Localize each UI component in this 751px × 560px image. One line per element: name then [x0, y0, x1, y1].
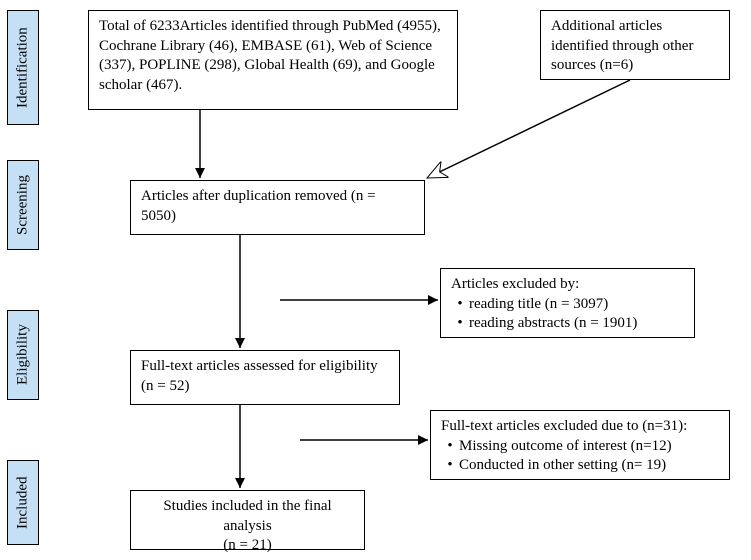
stage-included: Included [7, 460, 39, 545]
box-final: Studies included in the final analysis (… [130, 490, 365, 550]
box-final-text: Studies included in the final analysis (… [163, 498, 331, 553]
box-sources-text: Total of 6233Articles identified through… [99, 18, 441, 93]
stage-screening-text: Screening [15, 175, 32, 235]
box-excluded2: Full-text articles excluded due to (n=31… [430, 410, 730, 480]
stage-eligibility-text: Eligibility [15, 325, 32, 386]
stage-screening: Screening [7, 160, 39, 250]
box-fulltext-text: Full-text articles assessed for eligibil… [141, 358, 378, 394]
box-excluded2-list: Missing outcome of interest (n=12) Condu… [441, 437, 719, 476]
box-excluded1-item: reading title (n = 3097) [451, 295, 684, 315]
box-excluded2-item: Conducted in other setting (n= 19) [441, 456, 719, 476]
stage-identification-text: Identification [15, 27, 32, 108]
stage-identification: Identification [7, 10, 39, 125]
box-sources: Total of 6233Articles identified through… [88, 10, 458, 110]
box-excluded1-list: reading title (n = 3097) reading abstrac… [451, 295, 684, 334]
box-excluded2-item: Missing outcome of interest (n=12) [441, 437, 719, 457]
box-fulltext: Full-text articles assessed for eligibil… [130, 350, 400, 405]
stage-eligibility: Eligibility [7, 310, 39, 400]
box-additional-text: Additional articles identified through o… [551, 18, 693, 73]
box-aftercombine-text: Articles after duplication removed (n = … [141, 188, 376, 224]
stage-included-text: Included [15, 476, 32, 528]
box-excluded1-title: Articles excluded by: [451, 276, 579, 292]
box-excluded1: Articles excluded by: reading title (n =… [440, 268, 695, 338]
box-aftercombine: Articles after duplication removed (n = … [130, 180, 425, 235]
box-excluded2-title: Full-text articles excluded due to (n=31… [441, 418, 687, 434]
box-excluded1-item: reading abstracts (n = 1901) [451, 314, 684, 334]
box-additional: Additional articles identified through o… [540, 10, 730, 80]
